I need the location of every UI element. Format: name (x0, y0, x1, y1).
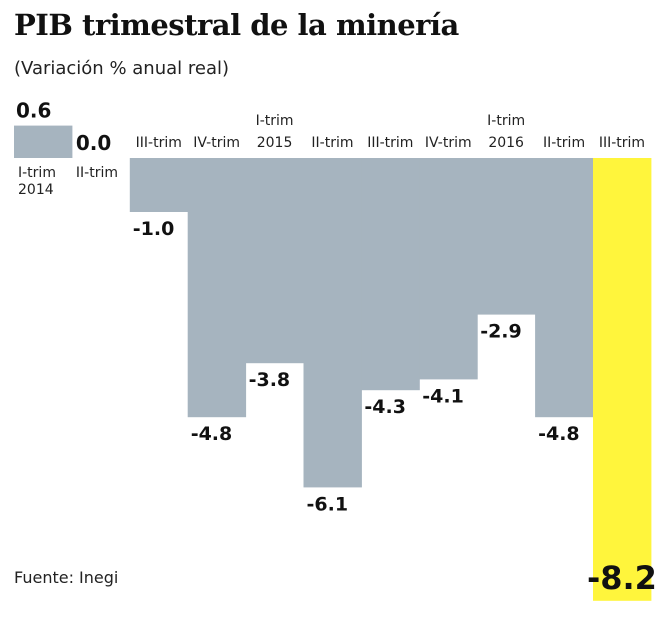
value-label: -4.8 (538, 423, 580, 445)
value-label: -6.1 (307, 493, 349, 515)
category-label: 2015 (257, 135, 293, 151)
chart-subtitle: (Variación % anual real) (14, 58, 229, 79)
bar (187, 158, 247, 418)
category-label: II-trim (543, 135, 585, 151)
category-label: I-trim (487, 113, 525, 129)
bar (245, 158, 304, 364)
category-label: II-trim (311, 135, 353, 151)
category-label: IV-trim (193, 135, 240, 151)
value-label: 0.0 (76, 131, 111, 155)
category-label: I-trim (256, 113, 294, 129)
bar (419, 158, 478, 380)
value-label: 0.6 (16, 99, 51, 123)
value-label: -8.2 (587, 559, 657, 597)
bar (14, 125, 73, 158)
category-label: 2014 (18, 182, 54, 198)
value-label: -4.1 (422, 385, 464, 407)
category-label: IV-trim (425, 135, 472, 151)
category-label: III-trim (599, 135, 645, 151)
category-label: 2016 (488, 135, 524, 151)
value-label: -2.9 (480, 321, 522, 343)
value-label: -3.8 (249, 369, 291, 391)
bar (129, 158, 189, 212)
category-label: II-trim (76, 165, 118, 181)
category-label: I-trim (18, 165, 56, 181)
bar (361, 158, 420, 391)
value-label: -4.8 (191, 423, 233, 445)
bar (535, 158, 594, 418)
bar (477, 158, 536, 315)
chart-title: PIB trimestral de la minería (14, 8, 459, 42)
value-label: -1.0 (133, 218, 175, 240)
bar (593, 158, 652, 601)
category-label: III-trim (136, 135, 182, 151)
category-label: III-trim (367, 135, 413, 151)
value-label: -4.3 (364, 396, 406, 418)
source-note: Fuente: Inegi (14, 568, 119, 587)
bar (303, 158, 362, 488)
